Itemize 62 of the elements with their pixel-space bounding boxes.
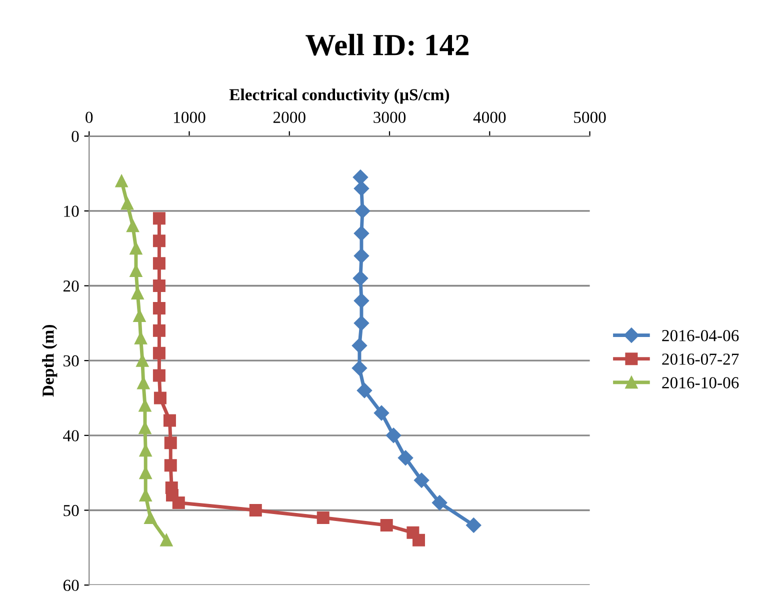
y-tick-label: 30 [64,355,79,367]
point [133,309,146,322]
y-tick-label: 60 [63,580,79,592]
point [398,450,414,466]
point [354,203,370,219]
point [354,180,370,196]
y-tick-label: 50 [64,504,79,516]
point [386,428,402,443]
point [352,360,368,376]
y-tick-label: 40 [63,430,79,442]
point [121,197,134,210]
x-tick-label: 2000 [273,112,306,124]
point [354,316,370,331]
y-tick-label: 0 [72,130,79,142]
point [412,534,426,546]
point [160,534,173,546]
point [138,399,152,412]
point [356,382,372,398]
point [352,170,368,185]
point [152,346,166,360]
y-tick-label: 10 [64,206,79,217]
y-axis-title: Depth (m) [42,324,58,397]
point [172,496,185,510]
x-axis-title: Electrical conductivity (µS/cm) [229,88,450,104]
point [380,518,393,532]
point [152,302,166,314]
legend-label: 2016-10-06 [662,377,739,388]
x-tick-label: 0 [86,112,93,124]
point [152,280,166,292]
point [164,459,177,472]
legend-label: 2016-07-27 [662,354,739,365]
x-tick-label: 1000 [174,112,206,124]
point [414,472,430,488]
point [136,354,149,367]
y-tick-label: 20 [63,280,79,292]
x-tick-label: 4000 [473,112,506,124]
point [352,338,368,354]
legend-label: 2016-04-06 [662,330,739,342]
point [354,293,370,308]
x-tick-label: 3000 [374,112,406,124]
point [432,495,448,510]
point [374,405,390,421]
point [152,324,166,337]
chart-title: Well ID: 142 [306,34,469,56]
point [144,511,157,524]
point [316,511,330,524]
point [352,270,368,286]
point [152,257,166,270]
point [163,414,176,427]
x-tick-label: 5000 [574,112,606,124]
point [154,392,166,404]
point [152,369,166,382]
point [354,248,370,264]
point [126,220,140,232]
point [152,212,166,225]
point [164,436,177,450]
point [130,242,142,255]
point [354,226,370,241]
point [466,518,482,533]
point [249,504,262,516]
point [115,174,128,188]
point [152,234,166,248]
